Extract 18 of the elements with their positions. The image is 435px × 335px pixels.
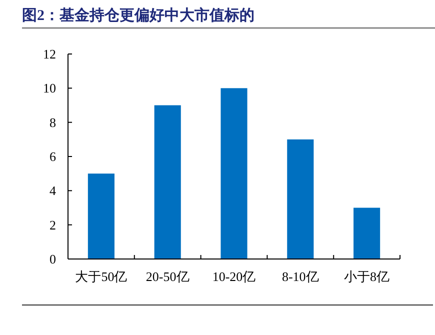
x-tick-label: 8-10亿: [282, 269, 319, 284]
bar: [220, 88, 248, 259]
y-tick-label: 8: [50, 114, 56, 130]
y-tick-label: 12: [43, 46, 56, 62]
y-tick-label: 4: [50, 183, 56, 198]
bar: [354, 208, 380, 259]
bar: [287, 139, 314, 259]
bar: [88, 174, 114, 259]
y-tick-label: 10: [43, 80, 56, 96]
x-tick-label: 20-50亿: [146, 269, 190, 284]
x-tick-label: 大于50亿: [75, 269, 128, 284]
y-tick-label: 0: [50, 252, 56, 267]
y-tick-label: 2: [50, 217, 56, 232]
x-tick-label: 10-20亿: [212, 269, 256, 284]
chart-title: 图2：基金持仓更偏好中大市值标的: [22, 6, 254, 24]
y-tick-label: 6: [50, 149, 56, 164]
bar: [154, 105, 181, 259]
x-tick-label: 小于8亿: [344, 269, 390, 284]
